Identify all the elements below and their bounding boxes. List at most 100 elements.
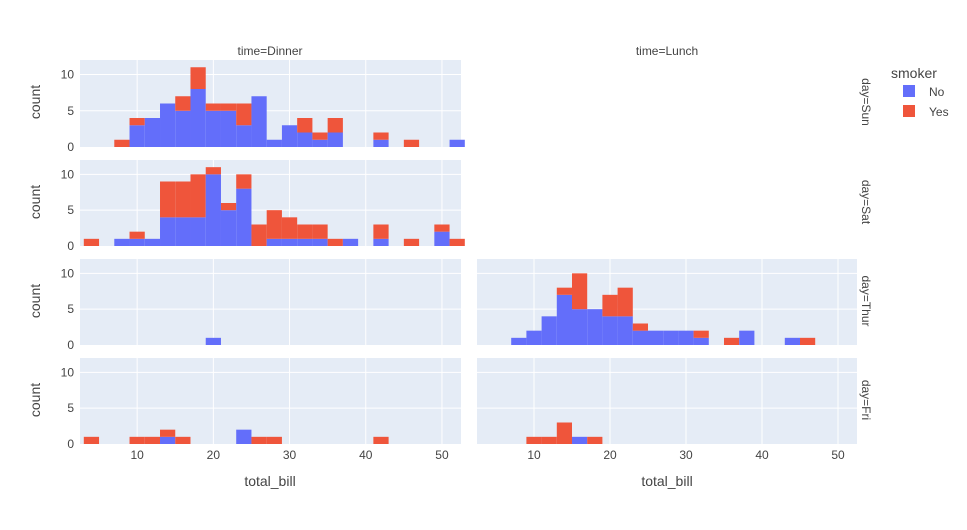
bar-yes	[297, 118, 313, 133]
legend-item-yes[interactable]: Yes	[903, 105, 949, 119]
bar-yes	[83, 238, 100, 246]
bar-yes	[556, 422, 572, 444]
y-tick-label: 10	[61, 365, 75, 379]
bar-no	[693, 337, 709, 345]
x-tick-label: 20	[207, 448, 221, 462]
bar-yes	[724, 337, 740, 345]
column-title-dinner: time=Dinner	[237, 44, 302, 58]
bar-yes	[632, 323, 648, 331]
bar-yes	[144, 436, 161, 444]
x-tick-label: 10	[527, 448, 541, 462]
bar-no	[205, 174, 221, 246]
bar-yes	[373, 436, 389, 444]
bar-no	[541, 316, 557, 345]
y-tick-label: 5	[67, 203, 74, 217]
x-axis-label-lunch: total_bill	[641, 473, 692, 489]
bar-no	[251, 96, 267, 147]
legend-item-no[interactable]: No	[903, 85, 945, 99]
x-axis-label-dinner: total_bill	[244, 473, 295, 489]
bar-yes	[205, 167, 221, 175]
bar-yes	[220, 103, 237, 111]
bar-yes	[129, 436, 145, 444]
bar-no	[129, 238, 145, 246]
bar-no	[175, 217, 191, 246]
x-tick-label: 40	[755, 448, 769, 462]
bar-yes	[449, 238, 465, 246]
bar-yes	[175, 181, 191, 218]
bar-no	[312, 238, 328, 246]
bar-no	[526, 330, 542, 345]
bar-yes	[114, 139, 130, 147]
bar-no	[144, 118, 161, 147]
row-title-thur: day=Thur	[859, 275, 873, 326]
bar-yes	[175, 96, 191, 111]
bar-no	[160, 436, 176, 444]
bar-no	[220, 210, 237, 246]
bar-yes	[236, 174, 252, 189]
row-title-sat: day=Sat	[859, 180, 873, 225]
panel-thur-dinner: 0 5 10	[61, 259, 461, 352]
bar-yes	[587, 436, 603, 444]
bar-no	[373, 238, 389, 246]
bar-no	[205, 110, 221, 147]
bar-no	[160, 217, 176, 246]
legend-swatch-no	[903, 85, 915, 97]
bar-no	[784, 337, 800, 345]
bar-yes	[251, 436, 267, 444]
bar-no	[587, 309, 603, 345]
y-tick-label: 0	[67, 239, 74, 253]
legend-swatch-yes	[903, 105, 915, 117]
legend-title: smoker	[891, 65, 937, 81]
bar-no	[556, 294, 572, 345]
legend-label-yes: Yes	[929, 105, 949, 119]
bar-no	[236, 429, 252, 444]
bar-no	[572, 436, 588, 444]
bar-yes	[373, 224, 389, 239]
y-tick-label: 5	[67, 401, 74, 415]
bar-yes	[190, 67, 206, 89]
bar-yes	[312, 132, 328, 140]
bar-yes	[297, 224, 313, 239]
x-tick-label: 50	[435, 448, 449, 462]
panel-thur-lunch	[477, 259, 857, 345]
bar-yes	[572, 273, 588, 310]
bar-no	[678, 330, 694, 345]
bar-yes	[556, 287, 572, 295]
x-tick-label: 10	[130, 448, 144, 462]
bar-no	[739, 330, 755, 345]
bar-yes	[526, 436, 542, 444]
y-tick-label: 10	[61, 68, 75, 82]
bar-yes	[403, 139, 420, 147]
bar-no	[236, 188, 252, 246]
column-title-lunch: time=Lunch	[636, 44, 698, 58]
panel-layer: 0 5 10 0 5 10 0 5 10 0 5 10 10 20 30 40 50 10 20 30 40 50	[61, 60, 857, 462]
y-tick-label: 10	[61, 167, 75, 181]
bar-no	[236, 125, 252, 147]
y-axis-label-sat: count	[27, 185, 43, 219]
bar-no	[266, 139, 282, 147]
bar-no	[373, 139, 389, 147]
bar-no	[602, 316, 618, 345]
bar-no	[266, 238, 282, 246]
x-tick-label: 40	[359, 448, 373, 462]
panel-sat-dinner: 0 5 10	[61, 160, 465, 253]
bar-yes	[693, 330, 709, 338]
bar-yes	[160, 429, 176, 437]
legend: smoker No Yes	[891, 65, 949, 119]
bar-yes	[160, 181, 176, 218]
y-tick-label: 0	[67, 338, 74, 352]
y-tick-label: 5	[67, 302, 74, 316]
row-title-sun: day=Sun	[859, 78, 873, 126]
bar-yes	[251, 224, 267, 246]
bar-no	[220, 110, 237, 147]
row-title-fri: day=Fri	[859, 380, 873, 420]
bar-no	[617, 316, 633, 345]
bar-yes	[266, 436, 282, 444]
x-tick-label: 50	[831, 448, 845, 462]
bar-no	[190, 217, 206, 246]
bar-yes	[327, 238, 343, 246]
y-axis-label-sun: count	[27, 85, 43, 119]
bar-yes	[129, 118, 145, 126]
bar-yes	[312, 224, 328, 239]
x-tick-label: 30	[679, 448, 693, 462]
